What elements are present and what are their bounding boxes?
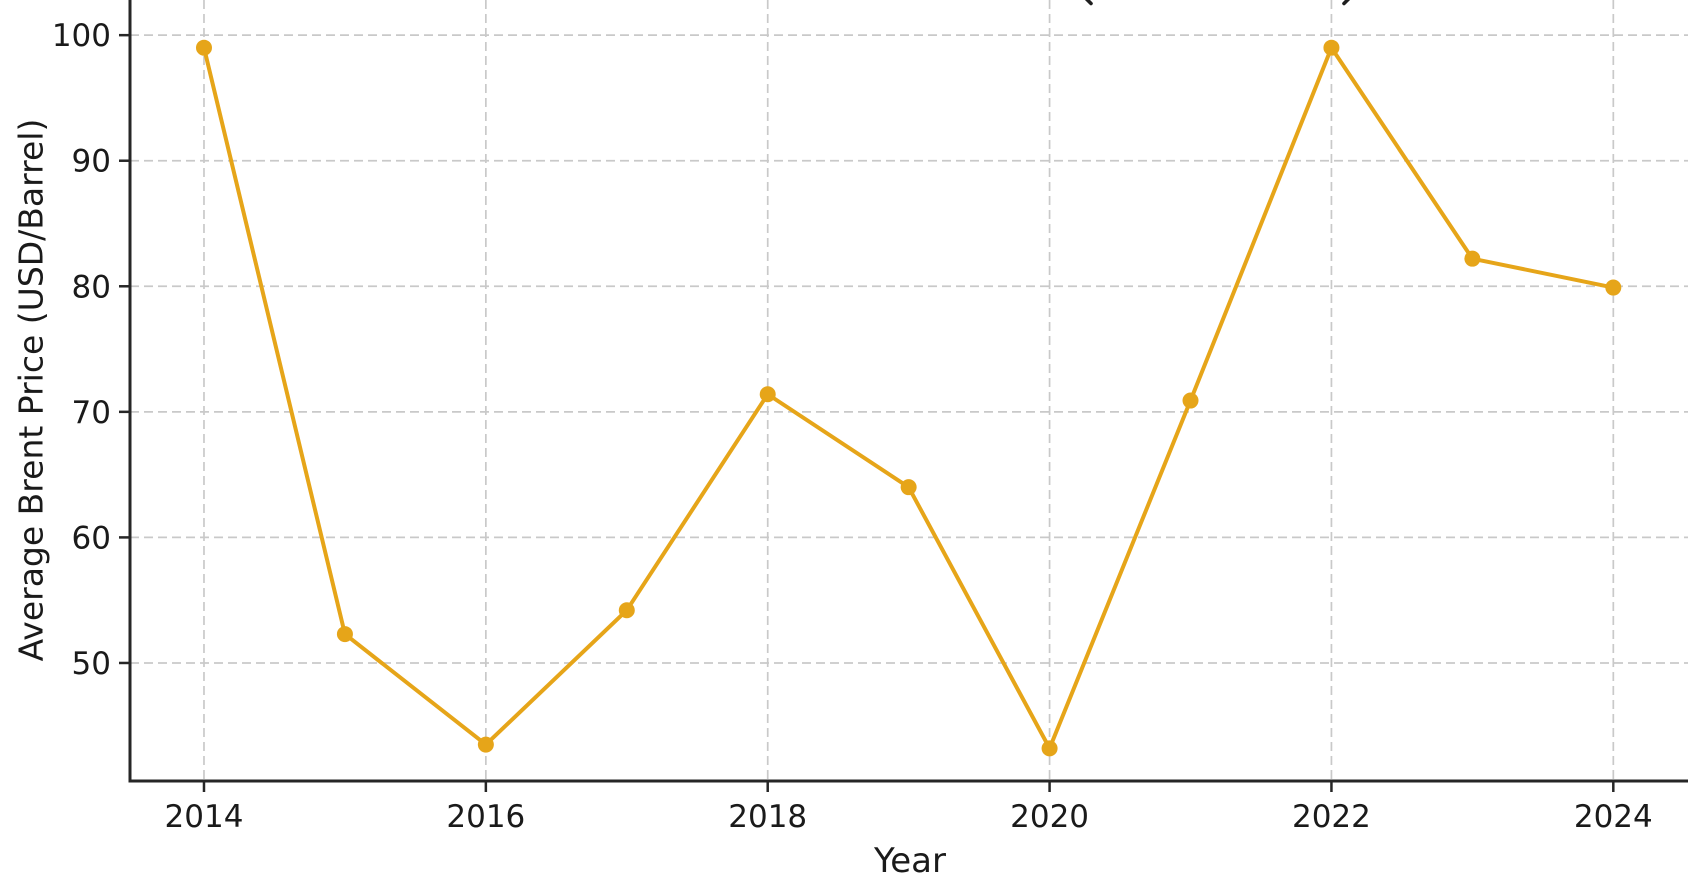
cropped-title-open-paren-fragment	[1085, 0, 1093, 6]
x-tick-label: 2014	[165, 799, 244, 835]
data-point-marker	[1323, 39, 1340, 56]
y-tick-label: 70	[72, 395, 111, 431]
x-tick-label: 2018	[728, 799, 807, 835]
data-point-marker	[336, 626, 353, 643]
x-tick-label: 2020	[1010, 799, 1089, 835]
data-point-marker	[1041, 740, 1058, 757]
x-tick-label: 2024	[1574, 799, 1653, 835]
data-point-marker	[759, 386, 776, 403]
y-tick-label: 100	[52, 18, 111, 54]
cropped-title-close-paren-fragment	[1342, 0, 1350, 6]
brent-price-line-series	[201, 45, 1616, 751]
x-tick-label: 2016	[446, 799, 525, 835]
y-axis-title: Average Brent Price (USD/Barrel)	[11, 118, 51, 662]
data-point-marker	[477, 736, 494, 753]
data-point-marker	[1182, 392, 1199, 409]
data-point-marker	[1464, 250, 1481, 267]
data-point-marker	[618, 602, 635, 619]
y-tick-label: 60	[72, 520, 111, 556]
x-tick-label: 2022	[1292, 799, 1371, 835]
x-axis-title: Year	[874, 841, 946, 881]
data-point-marker	[195, 39, 212, 56]
y-tick-label: 80	[72, 269, 111, 305]
data-point-marker	[900, 479, 917, 496]
y-tick-label: 90	[72, 144, 111, 180]
y-tick-label: 50	[72, 646, 111, 682]
data-point-marker	[1605, 279, 1622, 296]
